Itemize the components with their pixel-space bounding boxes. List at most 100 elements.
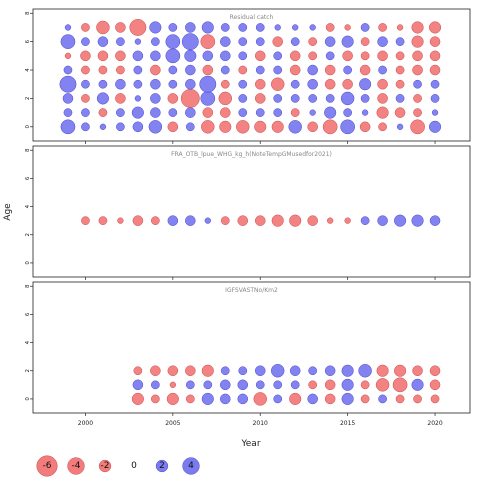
residual-bubble bbox=[289, 64, 301, 76]
residual-bubble bbox=[360, 37, 370, 46]
residual-bubble bbox=[238, 51, 248, 61]
residual-bubble bbox=[325, 23, 335, 32]
residual-bubble bbox=[149, 21, 162, 34]
residual-bubble bbox=[377, 215, 388, 226]
residual-bubble bbox=[290, 37, 300, 46]
y-tick-label: 0 bbox=[25, 397, 31, 401]
y-tick-label: 2 bbox=[25, 233, 31, 237]
residual-bubble bbox=[360, 216, 370, 226]
residual-bubble bbox=[201, 392, 214, 405]
residual-bubble bbox=[116, 37, 125, 46]
residual-bubble bbox=[150, 93, 161, 104]
residual-bubble bbox=[185, 122, 195, 132]
residual-bubble bbox=[254, 215, 266, 226]
residual-bubble bbox=[289, 392, 302, 405]
legend-label: -4 bbox=[72, 461, 81, 471]
residual-bubble bbox=[377, 93, 388, 104]
residual-bubble bbox=[377, 36, 388, 47]
residual-bubble bbox=[167, 365, 179, 377]
residual-bubble bbox=[98, 65, 108, 75]
residual-bubble bbox=[237, 215, 249, 226]
residual-bubble bbox=[360, 23, 370, 32]
residual-bubble bbox=[429, 64, 441, 76]
residual-bubble bbox=[129, 19, 147, 36]
residual-bubble bbox=[133, 65, 143, 75]
residual-bubble bbox=[273, 65, 283, 75]
residual-bubble bbox=[360, 51, 370, 61]
residual-bubble bbox=[96, 20, 110, 35]
residual-bubble bbox=[185, 107, 196, 118]
residual-bubble bbox=[307, 393, 318, 405]
residual-bubble bbox=[201, 21, 214, 34]
residual-bubble bbox=[238, 366, 248, 376]
residual-bubble bbox=[342, 50, 353, 62]
residual-bubble bbox=[324, 64, 336, 76]
residual-bubble bbox=[131, 392, 144, 405]
residual-bubble bbox=[185, 215, 196, 226]
residual-bubble bbox=[324, 379, 336, 391]
y-tick-label: 8 bbox=[25, 148, 31, 152]
x-tick-label: 2015 bbox=[340, 420, 355, 427]
residual-bubble bbox=[429, 365, 441, 377]
residual-bubble bbox=[133, 79, 143, 89]
residual-bubble bbox=[81, 216, 90, 226]
residual-bubble bbox=[327, 217, 334, 224]
residual-bubble bbox=[202, 64, 214, 76]
residual-bubble bbox=[358, 364, 372, 378]
panels-layer: 0 2 4 6 8 Residual catch 0 2 4 6 8 FRA_OTB_lpue_WHG… bbox=[25, 8, 471, 427]
residual-bubble bbox=[238, 65, 248, 75]
residual-bubble bbox=[81, 94, 90, 103]
residual-bubble bbox=[201, 120, 215, 134]
residual-bubble bbox=[431, 109, 439, 116]
residual-bubble bbox=[134, 38, 142, 45]
residual-bubble bbox=[272, 36, 283, 47]
residual-bubble bbox=[411, 35, 424, 48]
residual-bubble bbox=[150, 64, 161, 76]
residual-bubble bbox=[289, 365, 301, 377]
residual-bubble bbox=[255, 37, 265, 46]
residual-bubble bbox=[168, 23, 178, 32]
residual-bubble bbox=[151, 37, 160, 46]
residual-bubble bbox=[324, 78, 336, 90]
residual-bubble bbox=[220, 23, 230, 32]
residual-bubble bbox=[290, 380, 300, 390]
residual-bubble bbox=[307, 121, 318, 133]
legend-item: -2 bbox=[98, 459, 112, 473]
residual-bubble bbox=[151, 380, 160, 390]
residual-bubble bbox=[309, 109, 316, 116]
residual-bubble bbox=[360, 94, 370, 103]
residual-bubble bbox=[359, 64, 371, 76]
residual-bubble bbox=[359, 78, 372, 91]
residual-bubble bbox=[430, 94, 440, 103]
residual-bubble bbox=[220, 36, 231, 47]
legend-label: 2 bbox=[159, 461, 165, 471]
residual-bubble bbox=[411, 214, 424, 227]
legend-bubble bbox=[67, 457, 85, 475]
residual-bubble bbox=[131, 106, 144, 119]
residual-bubble bbox=[168, 65, 178, 75]
y-tick-label: 2 bbox=[25, 97, 31, 101]
residual-bubble bbox=[115, 50, 126, 62]
residual-bubble bbox=[99, 123, 107, 130]
residual-bubble bbox=[81, 65, 90, 75]
residual-bubble bbox=[238, 108, 248, 117]
legend-item: 2 bbox=[155, 459, 169, 473]
residual-bubble bbox=[307, 215, 318, 226]
residual-bubble bbox=[378, 394, 387, 404]
residual-bubble bbox=[116, 65, 125, 75]
residual-bubble bbox=[132, 50, 144, 62]
residual-bubble bbox=[166, 392, 179, 405]
x-axis-label: Year bbox=[240, 439, 260, 449]
legend-item: -6 bbox=[36, 455, 58, 477]
residual-bubble bbox=[98, 216, 108, 226]
residual-bubble bbox=[430, 394, 440, 404]
residual-bubble bbox=[429, 36, 441, 47]
legend-item: -4 bbox=[67, 457, 85, 475]
residual-bubble bbox=[253, 392, 267, 406]
residual-bubble bbox=[185, 78, 196, 90]
residual-bubble bbox=[394, 107, 406, 118]
residual-bubble bbox=[180, 89, 200, 108]
legend-bubble bbox=[182, 457, 200, 475]
residual-bubble bbox=[308, 366, 318, 376]
